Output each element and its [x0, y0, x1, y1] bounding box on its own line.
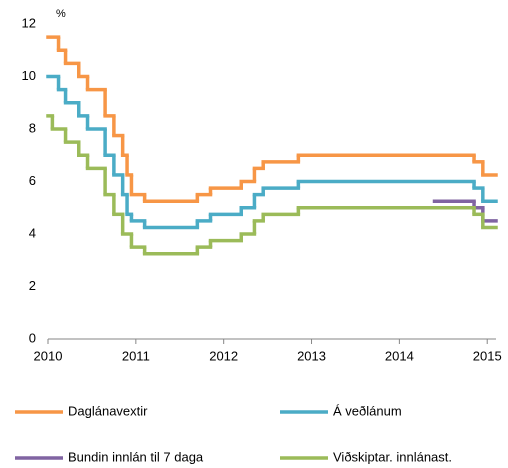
- y-tick-label: 10: [22, 68, 36, 83]
- x-tick-label: 2015: [473, 348, 502, 363]
- x-tick-label: 2012: [209, 348, 238, 363]
- x-tick-label: 2013: [297, 348, 326, 363]
- unit-label: %: [56, 8, 66, 20]
- y-tick-label: 6: [29, 173, 36, 188]
- legend-label: Viðskiptar. innlánast.: [333, 449, 452, 464]
- legend-label: Daglánavextir: [68, 403, 148, 418]
- y-tick-label: 2: [29, 278, 36, 293]
- y-tick-label: 4: [29, 225, 36, 240]
- y-tick-label: 0: [29, 330, 36, 345]
- y-tick-label: 8: [29, 120, 36, 135]
- legend-label: Á veðlánum: [333, 403, 402, 418]
- x-tick-label: 2010: [34, 348, 63, 363]
- x-tick-label: 2011: [122, 348, 150, 363]
- x-tick-label: 2014: [385, 348, 414, 363]
- legend-label: Bundin innlán til 7 daga: [68, 449, 204, 464]
- y-tick-label: 12: [22, 15, 36, 30]
